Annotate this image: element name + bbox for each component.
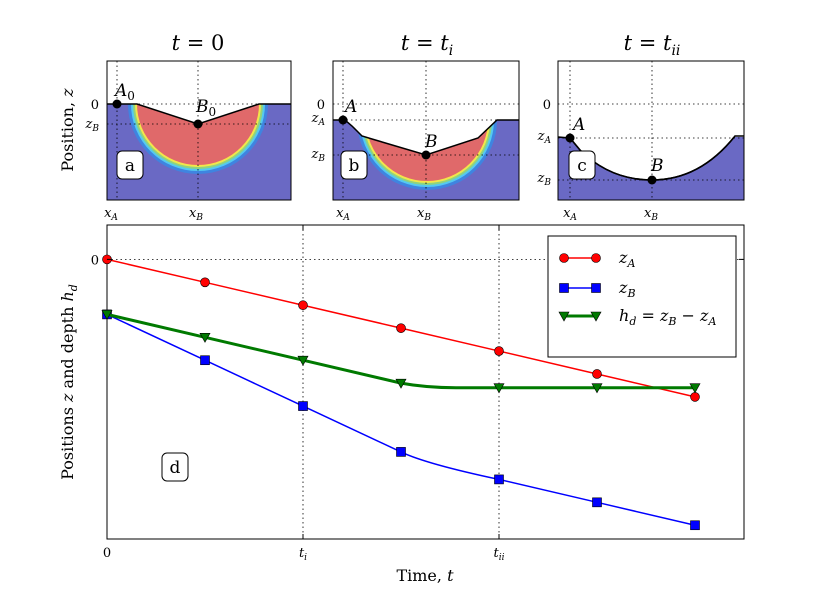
point-zA <box>298 300 308 311</box>
y-tick-zB: zB <box>311 147 326 164</box>
main-grid <box>106 225 744 539</box>
panel-c: t = tii A B 0 zA zB xA xB c <box>537 31 745 223</box>
legend-label-hd: hd = zB − zA <box>619 306 716 328</box>
point-zA <box>494 346 504 356</box>
main-ticks: 0 ti tii 0 <box>91 225 744 563</box>
point-zA <box>690 392 700 402</box>
point-zB <box>690 520 700 531</box>
panel-a: t = 0 A0 B0 0 zB <box>58 31 292 223</box>
point-A-marker <box>565 133 575 143</box>
y-tick-0: 0 <box>317 98 325 113</box>
panel-label-box <box>568 150 596 180</box>
legend-entry-zB: zB <box>559 278 636 300</box>
y-tick-zA: zA <box>311 111 326 128</box>
main-ylabel: Positions z and depth hd <box>58 284 80 480</box>
point-B-marker <box>647 175 657 185</box>
y-tick-0: 0 <box>91 98 99 113</box>
panel-label: b <box>349 156 360 176</box>
point-B-marker <box>193 119 203 129</box>
panel-b-title: t = ti <box>401 31 453 59</box>
y-tick-zB: zB <box>85 117 100 134</box>
y-tick-zA: zA <box>537 129 552 146</box>
panel-label: c <box>577 156 587 176</box>
point-zA <box>592 369 602 379</box>
point-zB <box>200 355 210 366</box>
panel-a-frame <box>106 60 292 201</box>
point-hd <box>297 355 309 366</box>
legend-entry-hd: hd = zB − zA <box>558 306 716 328</box>
panel-ylabel: Position, z <box>58 88 77 172</box>
point-B-label: B <box>424 132 438 152</box>
point-A-label: A <box>571 115 585 135</box>
series-line-hd <box>106 312 695 390</box>
point-hd <box>395 378 407 389</box>
panel-c-title: t = tii <box>624 31 681 59</box>
point-zB <box>494 474 504 485</box>
point-hd <box>199 333 211 343</box>
point-zA <box>396 323 406 333</box>
x-tick-xA: xA <box>336 206 350 223</box>
panel-label: a <box>125 156 135 176</box>
x-tick-xB: xB <box>417 206 431 223</box>
main-panel-label: d <box>170 458 181 478</box>
x-tick-xB: xB <box>644 206 658 223</box>
legend-box <box>547 235 737 358</box>
point-B-label: B <box>650 156 664 176</box>
point-hd <box>101 310 113 321</box>
x-tick-label: tii <box>494 546 505 563</box>
main-series <box>101 254 701 531</box>
y-tick-zB: zB <box>537 171 552 188</box>
point-zB <box>396 447 406 457</box>
point-zA <box>200 277 210 288</box>
panel-label-box <box>340 150 368 180</box>
main-xlabel: Time, t <box>396 566 454 585</box>
panel-label-box <box>116 150 144 180</box>
panel-b-frame <box>332 60 520 201</box>
x-tick-label: ti <box>299 546 307 563</box>
main-plot-frame <box>106 224 745 540</box>
legend: zA zB hd = zB − zA <box>547 235 737 358</box>
panel-c-frame <box>557 60 745 201</box>
point-hd <box>493 383 505 394</box>
x-tick-xA: xA <box>563 206 577 223</box>
panel-a-title: t = 0 <box>172 31 225 55</box>
point-A-marker <box>112 99 122 109</box>
point-hd <box>689 383 701 394</box>
point-zB <box>592 497 602 508</box>
panel-b: t = ti A B 0 zA zB xA xB b <box>311 31 520 223</box>
point-zB <box>298 401 308 411</box>
point-hd <box>591 383 603 394</box>
point-B-marker <box>421 150 431 160</box>
main-panel-label-box <box>161 452 189 482</box>
point-A-marker <box>338 115 348 125</box>
y-tick-label: 0 <box>91 253 99 268</box>
point-A-label: A <box>343 97 357 117</box>
fluid-region <box>558 61 744 200</box>
y-tick-0: 0 <box>543 98 551 113</box>
surface-line <box>333 119 519 156</box>
x-tick-xA: xA <box>104 206 118 223</box>
x-tick-xB: xB <box>189 206 203 223</box>
main-plot: 0 ti tii 0 Time, t Positions z and depth hd… <box>58 224 745 585</box>
x-tick-label: 0 <box>103 546 111 561</box>
